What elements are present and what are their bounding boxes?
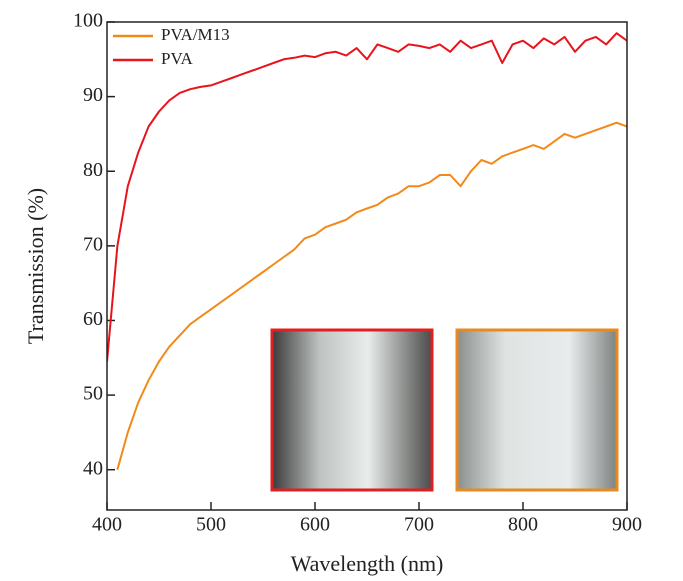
inset-photo-pva-m13 <box>455 328 619 492</box>
x-tick-label: 600 <box>300 514 330 536</box>
y-axis-title: Transmission (%) <box>23 188 48 344</box>
x-tick-label: 400 <box>92 514 122 536</box>
inset-photo-pva <box>270 328 434 492</box>
y-tick-label: 80 <box>83 159 103 181</box>
x-tick-label: 800 <box>508 514 538 536</box>
y-tick-label: 50 <box>83 383 103 405</box>
x-tick-label: 700 <box>404 514 434 536</box>
y-tick-label: 40 <box>83 457 103 479</box>
x-tick-label: 900 <box>612 514 642 536</box>
series-line <box>107 32 627 362</box>
y-tick-label: 60 <box>83 308 103 330</box>
legend-label: PVA/M13 <box>161 25 230 44</box>
y-tick-label: 70 <box>83 233 103 255</box>
plot-frame <box>106 21 628 511</box>
y-tick-label: 90 <box>83 84 103 106</box>
y-tick-label: 100 <box>73 10 103 32</box>
legend-label: PVA <box>161 49 194 68</box>
x-tick-label: 500 <box>196 514 226 536</box>
x-axis-title: Wavelength (nm) <box>291 551 444 576</box>
series-line <box>116 121 627 470</box>
